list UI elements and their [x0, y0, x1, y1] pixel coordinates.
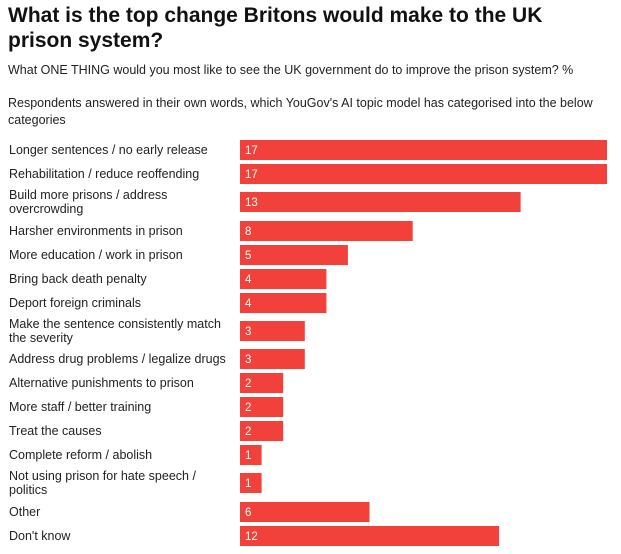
category-label: Complete reform / abolish	[9, 448, 152, 462]
bar-value-label: 1	[245, 450, 251, 462]
bar-11	[240, 421, 284, 441]
bar-8	[240, 349, 305, 369]
category-label: Don't know	[9, 529, 71, 543]
bar-value-label: 13	[245, 197, 258, 209]
chart-title: What is the top change Britons would mak…	[8, 4, 543, 52]
category-label: Other	[9, 505, 40, 519]
bar-value-label: 8	[245, 226, 251, 238]
bar-value-label: 1	[245, 478, 251, 490]
bar-6	[240, 293, 327, 313]
category-label: Bring back death penalty	[9, 272, 147, 286]
category-label: Rehabilitation / reduce reoffending	[9, 167, 199, 181]
category-label: Longer sentences / no early release	[9, 143, 208, 157]
bar-value-label: 12	[245, 531, 258, 543]
bar-value-label: 3	[245, 326, 251, 338]
bar-value-label: 17	[245, 145, 258, 157]
bar-7	[240, 321, 305, 341]
chart-note: Respondents answered in their own words,…	[8, 96, 593, 127]
bar-1	[240, 164, 607, 184]
bar-9	[240, 373, 284, 393]
bar-value-label: 4	[245, 274, 252, 286]
bar-value-label: 4	[245, 298, 252, 310]
chart-subtitle: What ONE THING would you most like to se…	[8, 63, 574, 77]
bar-value-label: 5	[245, 250, 251, 262]
category-label: Deport foreign criminals	[9, 296, 141, 310]
category-label: More staff / better training	[9, 400, 151, 414]
bar-value-label: 6	[245, 507, 251, 519]
category-label: Make the sentence consistently match the …	[9, 317, 221, 345]
bar-13	[240, 473, 262, 493]
bar-3	[240, 221, 413, 241]
bar-10	[240, 397, 284, 417]
bar-4	[240, 245, 348, 265]
bar-2	[240, 192, 521, 212]
category-label: Address drug problems / legalize drugs	[9, 352, 226, 366]
bar-value-label: 2	[245, 426, 251, 438]
category-label: Harsher environments in prison	[9, 224, 183, 238]
bar-5	[240, 269, 327, 289]
category-label: More education / work in prison	[9, 248, 183, 262]
bar-14	[240, 502, 370, 522]
bar-value-label: 2	[245, 378, 251, 390]
bar-12	[240, 445, 262, 465]
bar-value-label: 3	[245, 354, 251, 366]
bar-0	[240, 140, 607, 160]
category-label: Not using prison for hate speech / politi…	[9, 469, 196, 497]
category-label: Alternative punishments to prison	[9, 376, 194, 390]
bar-value-label: 2	[245, 402, 251, 414]
category-label: Build more prisons / address overcrowding	[9, 188, 167, 216]
bar-15	[240, 526, 500, 546]
category-label: Treat the causes	[9, 424, 102, 438]
bar-value-label: 17	[245, 169, 258, 181]
